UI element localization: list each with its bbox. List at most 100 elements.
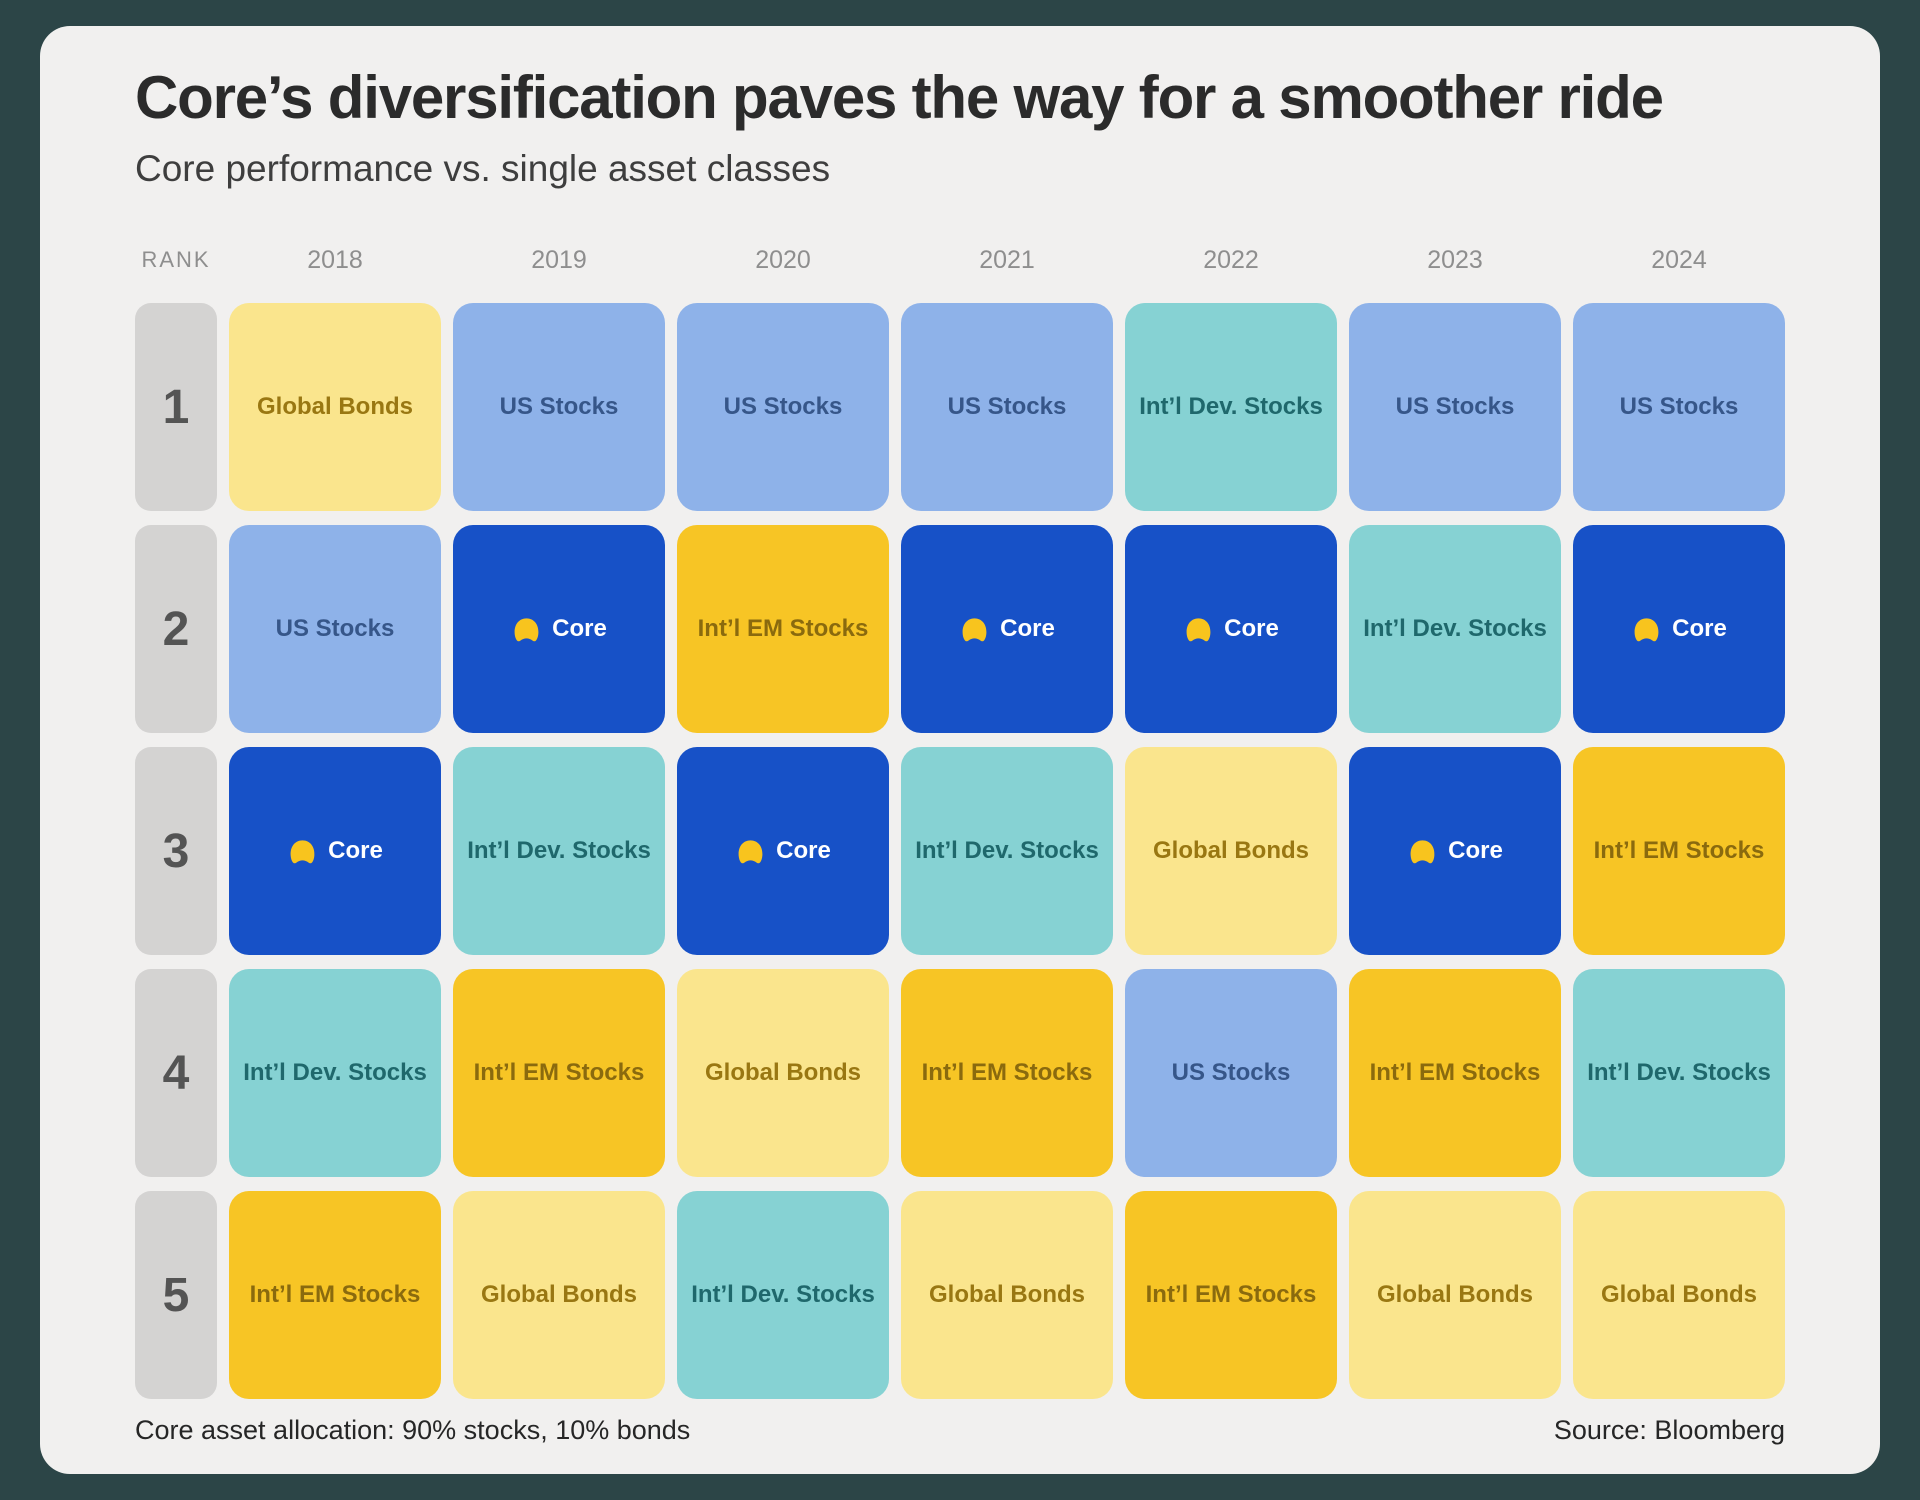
rank-cell-2-label: 2 bbox=[162, 602, 190, 656]
asset-label: Int’l EM Stocks bbox=[249, 1281, 421, 1309]
year-header-2018-label: 2018 bbox=[307, 245, 363, 274]
rank-cell-3: 3 bbox=[135, 747, 217, 956]
betterment-core-icon bbox=[514, 618, 539, 641]
footer: Core asset allocation: 90% stocks, 10% b… bbox=[135, 1415, 1785, 1446]
asset-label: Int’l EM Stocks bbox=[697, 615, 869, 643]
asset-cell-2022-rank2: Core bbox=[1125, 525, 1337, 734]
asset-cell-2024-rank2: Core bbox=[1573, 525, 1785, 734]
asset-cell-2018-rank5: Int’l EM Stocks bbox=[229, 1191, 441, 1400]
asset-cell-2023-rank4: Int’l EM Stocks bbox=[1349, 969, 1561, 1178]
asset-label: Core bbox=[1672, 615, 1727, 643]
asset-label: Core bbox=[1448, 837, 1503, 865]
asset-cell-2018-rank2: US Stocks bbox=[229, 525, 441, 734]
asset-cell-2024-rank3: Int’l EM Stocks bbox=[1573, 747, 1785, 956]
asset-label: Core bbox=[1224, 615, 1279, 643]
rank-column-header-label: RANK bbox=[141, 247, 211, 273]
asset-label: Int’l Dev. Stocks bbox=[1139, 393, 1323, 421]
rank-cell-2: 2 bbox=[135, 525, 217, 734]
asset-cell-2019-rank3: Int’l Dev. Stocks bbox=[453, 747, 665, 956]
rank-cell-4-label: 4 bbox=[162, 1046, 190, 1100]
page-subtitle: Core performance vs. single asset classe… bbox=[135, 147, 831, 189]
asset-label: Int’l EM Stocks bbox=[921, 1059, 1093, 1087]
asset-cell-2018-rank1: Global Bonds bbox=[229, 303, 441, 512]
asset-label: US Stocks bbox=[723, 393, 843, 421]
asset-cell-2019-rank5: Global Bonds bbox=[453, 1191, 665, 1400]
betterment-core-icon bbox=[1186, 618, 1211, 641]
asset-label: Int’l Dev. Stocks bbox=[1587, 1059, 1771, 1087]
asset-cell-2023-rank5: Global Bonds bbox=[1349, 1191, 1561, 1400]
asset-label: Int’l Dev. Stocks bbox=[243, 1059, 427, 1087]
asset-cell-2019-rank1: US Stocks bbox=[453, 303, 665, 512]
year-header-2024-label: 2024 bbox=[1651, 245, 1707, 274]
asset-label: Core bbox=[1000, 615, 1055, 643]
asset-cell-2018-rank4: Int’l Dev. Stocks bbox=[229, 969, 441, 1178]
asset-label: Global Bonds bbox=[1153, 837, 1309, 865]
year-header-2023-label: 2023 bbox=[1427, 245, 1483, 274]
betterment-core-icon bbox=[738, 840, 763, 863]
betterment-core-icon bbox=[1410, 840, 1435, 863]
asset-cell-2021-rank3: Int’l Dev. Stocks bbox=[901, 747, 1113, 956]
rank-cell-4: 4 bbox=[135, 969, 217, 1178]
year-header-2021: 2021 bbox=[901, 231, 1113, 289]
asset-label: Global Bonds bbox=[1601, 1281, 1757, 1309]
asset-cell-2021-rank2: Core bbox=[901, 525, 1113, 734]
rank-column-header: RANK bbox=[135, 231, 217, 289]
asset-cell-2020-rank1: US Stocks bbox=[677, 303, 889, 512]
asset-cell-2020-rank4: Global Bonds bbox=[677, 969, 889, 1178]
rank-cell-5: 5 bbox=[135, 1191, 217, 1400]
asset-label: Global Bonds bbox=[1377, 1281, 1533, 1309]
asset-label: Int’l EM Stocks bbox=[1593, 837, 1765, 865]
asset-cell-2022-rank3: Global Bonds bbox=[1125, 747, 1337, 956]
asset-label: Int’l Dev. Stocks bbox=[1363, 615, 1547, 643]
asset-cell-2018-rank3: Core bbox=[229, 747, 441, 956]
ranking-grid: RANK 2018 2019 2020 2021 2022 2023 2024 1 Global … bbox=[135, 231, 1785, 1400]
asset-label: US Stocks bbox=[947, 393, 1067, 421]
asset-label: Core bbox=[328, 837, 383, 865]
asset-label: Global Bonds bbox=[257, 393, 413, 421]
betterment-core-icon bbox=[1634, 618, 1659, 641]
betterment-core-icon bbox=[962, 618, 987, 641]
asset-cell-2021-rank4: Int’l EM Stocks bbox=[901, 969, 1113, 1178]
asset-label: US Stocks bbox=[1395, 393, 1515, 421]
asset-label: Int’l Dev. Stocks bbox=[691, 1281, 875, 1309]
asset-cell-2024-rank4: Int’l Dev. Stocks bbox=[1573, 969, 1785, 1178]
year-header-2020-label: 2020 bbox=[755, 245, 811, 274]
asset-cell-2019-rank4: Int’l EM Stocks bbox=[453, 969, 665, 1178]
asset-cell-2020-rank5: Int’l Dev. Stocks bbox=[677, 1191, 889, 1400]
asset-cell-2023-rank1: US Stocks bbox=[1349, 303, 1561, 512]
asset-label: Int’l EM Stocks bbox=[1369, 1059, 1541, 1087]
page-title: Core’s diversification paves the way for… bbox=[135, 64, 1664, 131]
asset-label: Core bbox=[776, 837, 831, 865]
year-header-2019-label: 2019 bbox=[531, 245, 587, 274]
rank-cell-1-label: 1 bbox=[162, 380, 190, 434]
asset-cell-2023-rank2: Int’l Dev. Stocks bbox=[1349, 525, 1561, 734]
asset-cell-2021-rank5: Global Bonds bbox=[901, 1191, 1113, 1400]
asset-cell-2021-rank1: US Stocks bbox=[901, 303, 1113, 512]
year-header-2024: 2024 bbox=[1573, 231, 1785, 289]
year-header-2019: 2019 bbox=[453, 231, 665, 289]
source-credit: Source: Bloomberg bbox=[1553, 1415, 1785, 1446]
asset-label: Int’l EM Stocks bbox=[1145, 1281, 1317, 1309]
asset-cell-2024-rank1: US Stocks bbox=[1573, 303, 1785, 512]
year-header-2022-label: 2022 bbox=[1203, 245, 1259, 274]
year-header-2020: 2020 bbox=[677, 231, 889, 289]
asset-label: Core bbox=[552, 615, 607, 643]
rank-cell-3-label: 3 bbox=[162, 824, 190, 878]
asset-cell-2022-rank4: US Stocks bbox=[1125, 969, 1337, 1178]
year-header-2021-label: 2021 bbox=[979, 245, 1035, 274]
asset-label: US Stocks bbox=[499, 393, 619, 421]
rank-cell-1: 1 bbox=[135, 303, 217, 512]
asset-cell-2024-rank5: Global Bonds bbox=[1573, 1191, 1785, 1400]
asset-label: US Stocks bbox=[1171, 1059, 1291, 1087]
chart-card: Core’s diversification paves the way for… bbox=[40, 26, 1880, 1474]
year-header-2018: 2018 bbox=[229, 231, 441, 289]
year-header-2023: 2023 bbox=[1349, 231, 1561, 289]
asset-label: Int’l EM Stocks bbox=[473, 1059, 645, 1087]
asset-label: US Stocks bbox=[275, 615, 395, 643]
asset-label: Int’l Dev. Stocks bbox=[467, 837, 651, 865]
asset-cell-2022-rank1: Int’l Dev. Stocks bbox=[1125, 303, 1337, 512]
asset-label: Global Bonds bbox=[705, 1059, 861, 1087]
asset-cell-2022-rank5: Int’l EM Stocks bbox=[1125, 1191, 1337, 1400]
year-header-2022: 2022 bbox=[1125, 231, 1337, 289]
asset-cell-2023-rank3: Core bbox=[1349, 747, 1561, 956]
